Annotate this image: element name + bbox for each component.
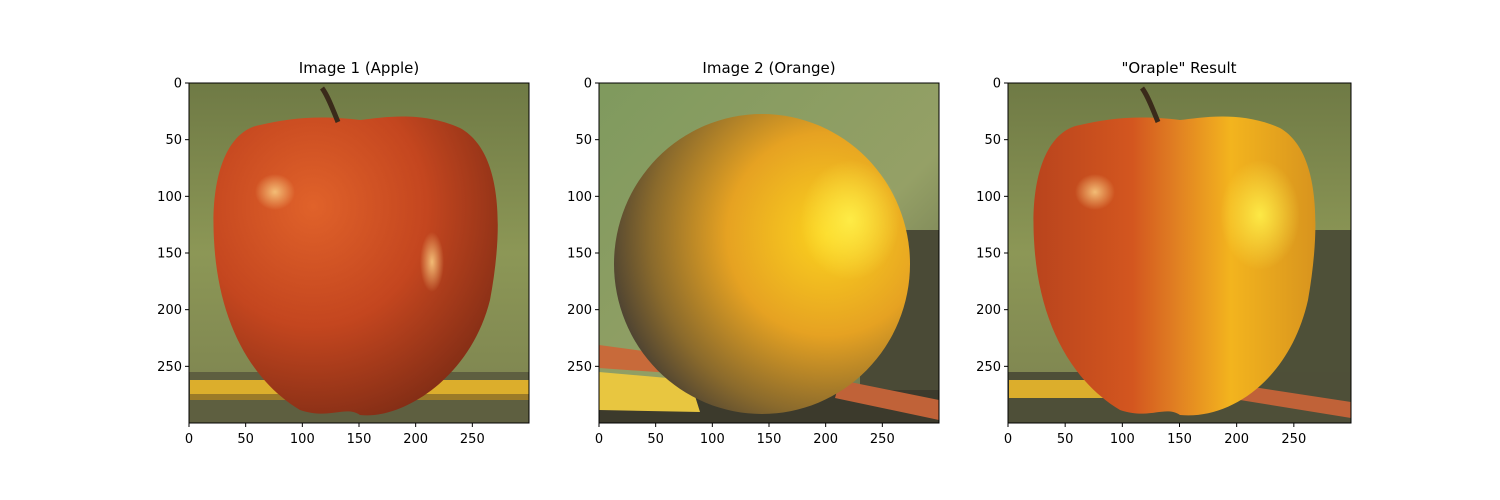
y-tick-label: 250 (157, 360, 182, 375)
x-tick-label: 50 (1057, 432, 1074, 447)
y-tick-label: 200 (976, 303, 1001, 318)
x-tick-label: 100 (700, 432, 725, 447)
x-tick-label: 200 (813, 432, 838, 447)
x-tick-label: 150 (1167, 432, 1192, 447)
y-tick-label: 200 (567, 303, 592, 318)
orange-image (599, 83, 939, 423)
y-tick-label: 150 (567, 247, 592, 262)
y-tick-label: 200 (157, 303, 182, 318)
panel-title: "Oraple" Result (1122, 59, 1237, 77)
x-tick-label: 150 (347, 432, 372, 447)
y-tick-label: 100 (157, 190, 182, 205)
y-tick-label: 100 (976, 190, 1001, 205)
x-tick-label: 50 (237, 432, 254, 447)
x-tick-label: 200 (1224, 432, 1249, 447)
x-tick-label: 200 (403, 432, 428, 447)
x-tick-label: 0 (1004, 432, 1012, 447)
x-tick-label: 250 (870, 432, 895, 447)
panel-title: Image 1 (Apple) (299, 59, 419, 77)
y-tick-label: 150 (976, 247, 1001, 262)
y-tick-label: 100 (567, 190, 592, 205)
y-tick-label: 150 (157, 247, 182, 262)
panel-oraple: "Oraple" Result (1008, 59, 1351, 423)
y-tick-label: 0 (174, 77, 182, 92)
apple-image (189, 83, 529, 423)
y-tick-label: 50 (984, 133, 1001, 148)
x-tick-label: 0 (185, 432, 193, 447)
y-tick-label: 250 (567, 360, 592, 375)
panel-apple: Image 1 (Apple) (189, 59, 529, 423)
panel-orange: Image 2 (Orange) (599, 59, 939, 423)
x-tick-label: 50 (647, 432, 664, 447)
y-tick-label: 0 (993, 77, 1001, 92)
x-tick-label: 150 (757, 432, 782, 447)
y-tick-label: 50 (165, 133, 182, 148)
x-tick-label: 0 (595, 432, 603, 447)
x-tick-label: 250 (1281, 432, 1306, 447)
x-tick-label: 100 (290, 432, 315, 447)
oraple-image (1008, 83, 1351, 423)
y-tick-label: 0 (584, 77, 592, 92)
panel-title: Image 2 (Orange) (702, 59, 835, 77)
x-tick-label: 250 (460, 432, 485, 447)
x-tick-label: 100 (1110, 432, 1135, 447)
y-tick-label: 250 (976, 360, 1001, 375)
y-tick-label: 50 (575, 133, 592, 148)
